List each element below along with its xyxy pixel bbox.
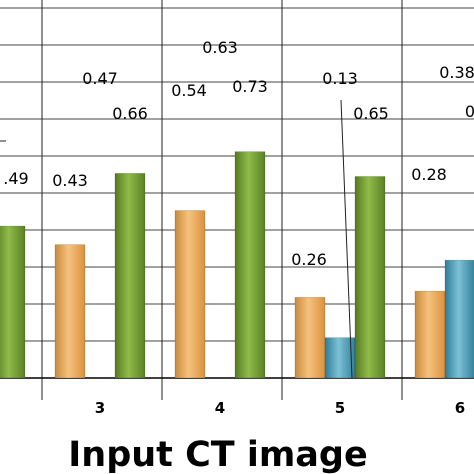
bars xyxy=(0,151,474,379)
data-label-7: 0.26 xyxy=(291,250,327,269)
data-label-12: 0 xyxy=(465,102,474,121)
data-label-6: 0.73 xyxy=(232,77,268,96)
data-label-8: 0.13 xyxy=(322,69,358,88)
data-label-3: 0.66 xyxy=(112,104,148,123)
data-label-1: 0.43 xyxy=(52,171,88,190)
bar-series1-cat-4 xyxy=(174,210,206,379)
data-label-9: 0.65 xyxy=(353,104,389,123)
bar-series2-cat-5 xyxy=(324,337,356,379)
data-label-10: 0.28 xyxy=(411,165,447,184)
x-axis-title: Input CT image xyxy=(68,435,367,474)
data-label-5: 0.63 xyxy=(202,38,238,57)
x-tick-labels: 3 4 5 6 xyxy=(95,399,465,417)
data-labels: .49 0.43 0.47 0.66 0.54 0.63 0.73 0.26 0.13 0.65 0… xyxy=(3,38,474,269)
bar-series3-cat-4 xyxy=(234,151,266,379)
bar-series3-cat-5 xyxy=(354,176,386,379)
bar-series2-cat-6 xyxy=(444,259,474,379)
x-tick-label-3: 3 xyxy=(95,399,105,417)
bar-series1-cat-3 xyxy=(54,244,86,379)
bar-series3-cat-3 xyxy=(114,173,146,379)
leader-lines xyxy=(0,99,353,379)
leader-line-0.13 xyxy=(340,99,353,379)
data-label-11: 0.38 xyxy=(439,63,474,82)
data-label-0: .49 xyxy=(3,169,28,188)
data-label-4: 0.54 xyxy=(171,81,207,100)
bar-series3-cat-left xyxy=(0,225,26,379)
bar-series1-cat-6 xyxy=(414,290,446,379)
data-label-2: 0.47 xyxy=(82,69,118,88)
x-tick-label-4: 4 xyxy=(215,399,225,417)
x-tick-label-6: 6 xyxy=(455,399,465,417)
x-tick-label-5: 5 xyxy=(335,399,345,417)
bar-series1-cat-5 xyxy=(294,297,326,379)
